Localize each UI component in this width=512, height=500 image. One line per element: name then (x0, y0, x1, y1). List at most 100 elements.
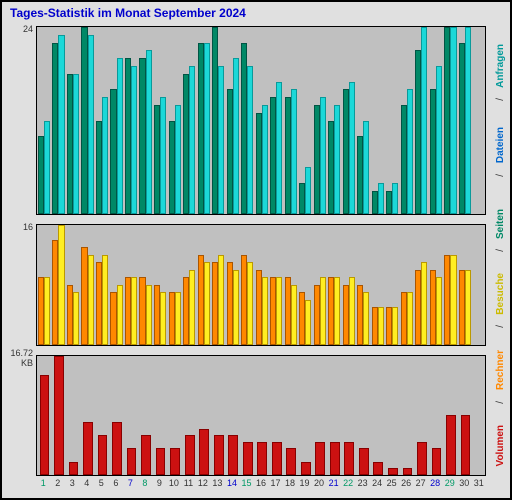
legend-sep: / (495, 98, 506, 101)
bar (160, 97, 166, 214)
x-label: 19 (300, 478, 310, 488)
bar (83, 422, 93, 475)
bar (112, 422, 122, 475)
bar (417, 442, 427, 475)
bar (127, 448, 137, 475)
bar (199, 429, 209, 475)
x-label: 15 (241, 478, 251, 488)
bar (334, 277, 340, 344)
x-label: 12 (198, 478, 208, 488)
bar (131, 277, 137, 344)
bar (58, 225, 64, 345)
bar (349, 277, 355, 344)
bar (141, 435, 151, 475)
bar (73, 74, 79, 214)
bar (315, 442, 325, 475)
bar (421, 27, 427, 214)
bar (44, 121, 50, 215)
bar (146, 285, 152, 345)
bar (291, 285, 297, 345)
bar (446, 415, 456, 475)
y-tick: 16 (5, 222, 33, 232)
legend-besuche: Besuche (495, 273, 506, 315)
bar (465, 27, 471, 214)
bar (363, 121, 369, 215)
bar (243, 442, 253, 475)
bar (388, 468, 398, 475)
legend-rechner: Rechner (495, 350, 506, 390)
legend-anfragen: Anfragen (495, 44, 506, 88)
bar (117, 58, 123, 214)
bar (305, 167, 311, 214)
x-label: 28 (430, 478, 440, 488)
bar (54, 356, 64, 476)
bar (189, 270, 195, 345)
x-label: 3 (70, 478, 75, 488)
bar (102, 97, 108, 214)
bar (378, 307, 384, 344)
bar (334, 105, 340, 214)
bar (320, 97, 326, 214)
bar (276, 82, 282, 214)
bar (88, 255, 94, 345)
bar (276, 277, 282, 344)
x-label: 24 (372, 478, 382, 488)
bar (204, 43, 210, 214)
x-label: 14 (227, 478, 237, 488)
bar (44, 277, 50, 344)
bar (233, 58, 239, 214)
x-label: 5 (99, 478, 104, 488)
stats-chart: Tages-Statistik im Monat September 2024 … (0, 0, 512, 500)
bar (363, 292, 369, 344)
bar (344, 442, 354, 475)
bar (102, 255, 108, 345)
legend-sep: / (495, 325, 506, 328)
bar (461, 415, 471, 475)
bar (407, 292, 413, 344)
bar (69, 462, 79, 475)
bar (40, 375, 50, 475)
x-label: 9 (157, 478, 162, 488)
chart-panel-1: 16 (36, 224, 486, 346)
bar (233, 270, 239, 345)
bar (262, 105, 268, 214)
bar (117, 285, 123, 345)
x-label: 1 (41, 478, 46, 488)
legend-sep: / (495, 174, 506, 177)
bar (403, 468, 413, 475)
bar (432, 448, 442, 475)
bar (373, 462, 383, 475)
bar (407, 89, 413, 214)
x-axis: 1234567891011121314151617181920212223242… (36, 478, 486, 494)
x-label: 31 (474, 478, 484, 488)
bar (262, 277, 268, 344)
right-legend: Volumen/Rechner/Besuche/Seiten/Dateien/A… (490, 26, 508, 476)
bar (131, 66, 137, 214)
x-label: 13 (212, 478, 222, 488)
bar (286, 448, 296, 475)
chart-panels: 241616.72 KB (36, 26, 486, 476)
bar (170, 448, 180, 475)
bar (189, 66, 195, 214)
bar (156, 448, 166, 475)
bar (228, 435, 238, 475)
bar (465, 270, 471, 345)
legend-sep: / (495, 401, 506, 404)
bar (257, 442, 267, 475)
bar (320, 277, 326, 344)
x-label: 23 (358, 478, 368, 488)
bar (247, 66, 253, 214)
x-label: 18 (285, 478, 295, 488)
bar (218, 255, 224, 345)
x-label: 22 (343, 478, 353, 488)
legend-volumen: Volumen (495, 425, 506, 466)
bar (272, 442, 282, 475)
bar (436, 277, 442, 344)
legend-seiten: Seiten (495, 209, 506, 239)
x-label: 25 (387, 478, 397, 488)
bar (247, 262, 253, 344)
x-label: 4 (84, 478, 89, 488)
x-label: 26 (401, 478, 411, 488)
x-label: 20 (314, 478, 324, 488)
x-label: 10 (169, 478, 179, 488)
